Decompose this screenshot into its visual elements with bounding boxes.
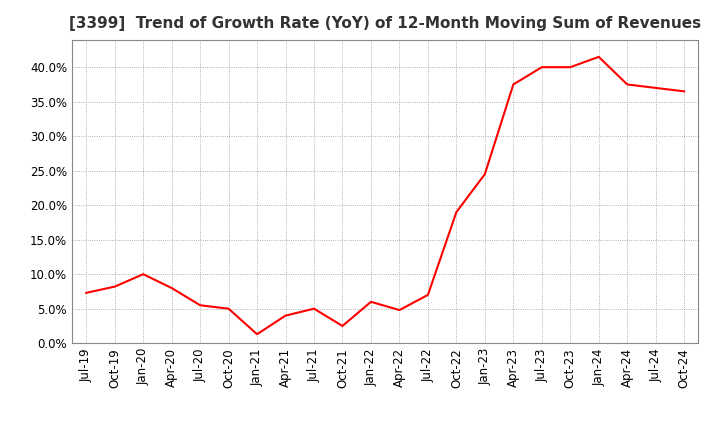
Title: [3399]  Trend of Growth Rate (YoY) of 12-Month Moving Sum of Revenues: [3399] Trend of Growth Rate (YoY) of 12-… (69, 16, 701, 32)
